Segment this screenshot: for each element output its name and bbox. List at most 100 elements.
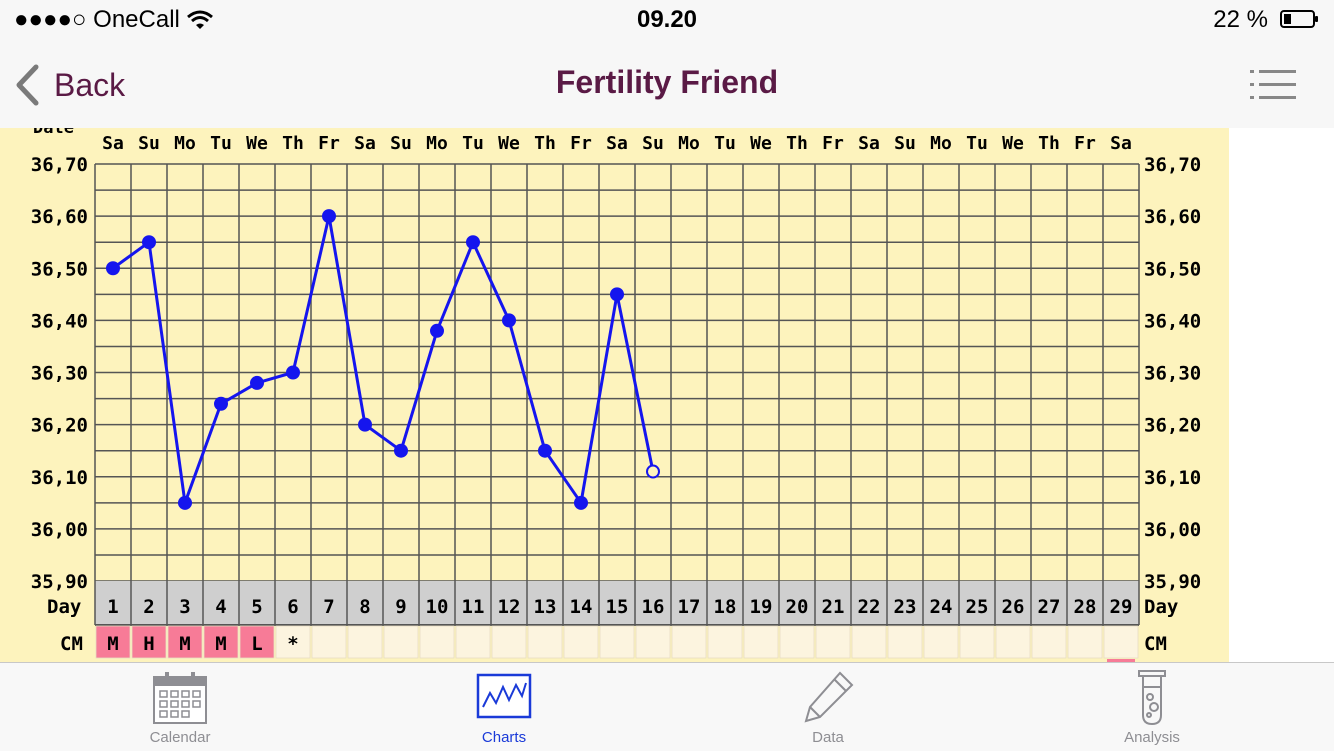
tab-analysis[interactable]: Analysis bbox=[1052, 663, 1252, 751]
day-label: 8 bbox=[359, 596, 370, 618]
cm-cell bbox=[815, 625, 851, 659]
temperature-point bbox=[178, 495, 192, 510]
temperature-chart[interactable]: Date Sa Su Mo Tu We Th Fr Sa Su Mo Tu We Th Fr Sa Su Mo Tu… bbox=[0, 128, 1334, 662]
weekday-label: Mo bbox=[426, 133, 448, 154]
cm-cell bbox=[455, 625, 491, 659]
cm-cell bbox=[383, 625, 419, 659]
temperature-point bbox=[538, 443, 552, 458]
temperature-point bbox=[142, 235, 156, 250]
cm-cell bbox=[887, 625, 923, 659]
clock: 09.20 bbox=[636, 6, 698, 33]
temperature-point bbox=[574, 495, 588, 510]
chart-icon bbox=[476, 673, 532, 719]
day-label: 13 bbox=[534, 596, 557, 618]
day-label: 16 bbox=[642, 596, 665, 618]
weekday-label: Fr bbox=[1074, 133, 1096, 154]
cm-cell bbox=[491, 625, 527, 659]
chart-area[interactable]: Date Sa Su Mo Tu We Th Fr Sa Su Mo Tu We Th Fr Sa Su Mo Tu… bbox=[0, 128, 1334, 662]
weekday-label: Th bbox=[1038, 133, 1060, 154]
cm-cell bbox=[131, 625, 167, 659]
status-bar: ●●●●○ OneCall 09.20 22 % bbox=[0, 0, 1334, 40]
weekday-label: Su bbox=[138, 133, 160, 154]
day-label: 21 bbox=[822, 596, 845, 618]
cm-cell bbox=[1067, 625, 1103, 659]
cm-value: L bbox=[251, 633, 262, 655]
temperature-point bbox=[322, 209, 336, 224]
y-tick-label-right: 35,90 bbox=[1144, 571, 1201, 593]
weekday-label: Tu bbox=[210, 133, 232, 154]
day-label: 29 bbox=[1110, 596, 1133, 618]
y-tick-label-right: 36,60 bbox=[1144, 206, 1201, 228]
day-row-label: Day bbox=[47, 596, 81, 618]
weekday-label: Mo bbox=[930, 133, 952, 154]
cm-cell bbox=[851, 625, 887, 659]
y-tick-label-left: 35,90 bbox=[31, 571, 88, 593]
weekday-label: Fr bbox=[570, 133, 592, 154]
temperature-point bbox=[358, 417, 372, 432]
cm-value: * bbox=[287, 633, 298, 655]
cm-bottom-mark bbox=[1107, 659, 1135, 662]
y-tick-label-right: 36,50 bbox=[1144, 258, 1201, 280]
list-menu-icon[interactable] bbox=[1250, 68, 1296, 102]
weekday-label: Fr bbox=[822, 133, 844, 154]
carrier-name: ●●●●○ OneCall bbox=[14, 6, 180, 33]
cm-cell bbox=[275, 625, 311, 659]
cm-value: M bbox=[215, 633, 226, 655]
day-label: 15 bbox=[606, 596, 629, 618]
cm-cell bbox=[707, 625, 743, 659]
day-label: 28 bbox=[1074, 596, 1097, 618]
day-label: 23 bbox=[894, 596, 917, 618]
tab-charts[interactable]: Charts bbox=[404, 663, 604, 751]
back-button[interactable]: Back bbox=[14, 62, 125, 108]
weekday-label: We bbox=[246, 133, 268, 154]
battery-icon bbox=[1280, 10, 1318, 28]
day-label: 4 bbox=[215, 596, 226, 618]
cm-cell bbox=[347, 625, 383, 659]
weekday-label: Sa bbox=[606, 133, 628, 154]
date-row-label: Date bbox=[33, 128, 74, 138]
day-label: 1 bbox=[107, 596, 118, 618]
cm-row-label: CM bbox=[60, 633, 83, 655]
weekday-label: We bbox=[750, 133, 772, 154]
pencil-icon bbox=[804, 671, 854, 723]
cm-cell bbox=[203, 625, 239, 659]
y-tick-label-right: 36,70 bbox=[1144, 154, 1201, 176]
navigation-bar: Back Fertility Friend bbox=[0, 40, 1334, 129]
temperature-point bbox=[430, 323, 444, 338]
day-label: 11 bbox=[462, 596, 485, 618]
cm-cell bbox=[599, 625, 635, 659]
weekday-label: Su bbox=[390, 133, 412, 154]
weekday-label: Su bbox=[894, 133, 916, 154]
day-label: 26 bbox=[1002, 596, 1025, 618]
weekday-label: Tu bbox=[714, 133, 736, 154]
day-label: 5 bbox=[251, 596, 262, 618]
weekday-label: Th bbox=[786, 133, 808, 154]
tab-bar: Calendar Charts Data bbox=[0, 662, 1334, 751]
day-label: 3 bbox=[179, 596, 190, 618]
weekday-label: Tu bbox=[966, 133, 988, 154]
temperature-point-open bbox=[646, 464, 660, 479]
day-label: 22 bbox=[858, 596, 881, 618]
tab-calendar[interactable]: Calendar bbox=[80, 663, 280, 751]
weekday-label: We bbox=[498, 133, 520, 154]
y-tick-label-left: 36,70 bbox=[31, 154, 88, 176]
cm-cell bbox=[1031, 625, 1067, 659]
weekday-label: Sa bbox=[858, 133, 880, 154]
temperature-point bbox=[250, 375, 264, 390]
tab-data[interactable]: Data bbox=[728, 663, 928, 751]
y-tick-label-right: 36,40 bbox=[1144, 310, 1201, 332]
cm-cell bbox=[671, 625, 707, 659]
day-label: 9 bbox=[395, 596, 406, 618]
weekday-label: Mo bbox=[174, 133, 196, 154]
test-tube-icon bbox=[1138, 670, 1166, 725]
cm-cell bbox=[311, 625, 347, 659]
temperature-point bbox=[286, 365, 300, 380]
cm-cell bbox=[959, 625, 995, 659]
y-tick-label-left: 36,10 bbox=[31, 467, 88, 489]
cm-cell bbox=[995, 625, 1031, 659]
cm-cell bbox=[779, 625, 815, 659]
weekday-label: Sa bbox=[1110, 133, 1132, 154]
weekday-label: Th bbox=[282, 133, 304, 154]
day-label: 2 bbox=[143, 596, 154, 618]
calendar-icon bbox=[153, 672, 207, 724]
